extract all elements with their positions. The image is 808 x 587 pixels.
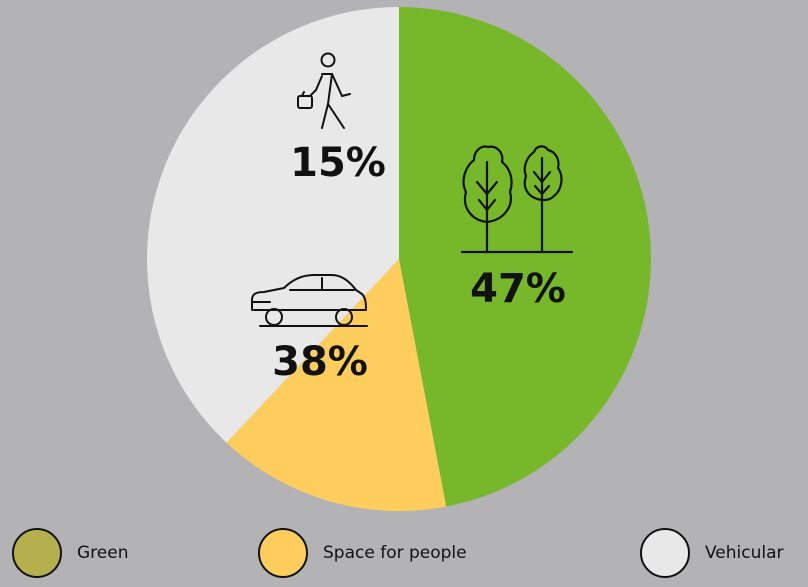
legend-item-green: Green — [12, 528, 128, 578]
legend-label-space-for-people: Space for people — [323, 543, 467, 563]
legend-label-green: Green — [77, 543, 129, 563]
pedestrian-icon — [297, 52, 351, 129]
legend-swatch-space-for-people — [258, 528, 308, 578]
value-label-vehicular: 38% — [272, 339, 368, 385]
pie-chart: 47% 15% 38% — [146, 7, 652, 511]
pie-slice-space-for-people — [226, 259, 447, 511]
legend-swatch-green — [12, 528, 62, 578]
pie-slice-green — [399, 7, 652, 507]
trees-icon — [460, 145, 574, 254]
legend: Green Space for people Vehicular — [0, 528, 808, 587]
legend-label-vehicular: Vehicular — [705, 543, 784, 563]
legend-item-space-for-people: Space for people — [258, 528, 467, 578]
value-label-space-for-people: 15% — [290, 140, 386, 186]
legend-swatch-vehicular — [640, 528, 690, 578]
car-icon — [251, 274, 368, 327]
legend-item-vehicular: Vehicular — [640, 528, 784, 578]
value-label-green: 47% — [470, 266, 566, 312]
